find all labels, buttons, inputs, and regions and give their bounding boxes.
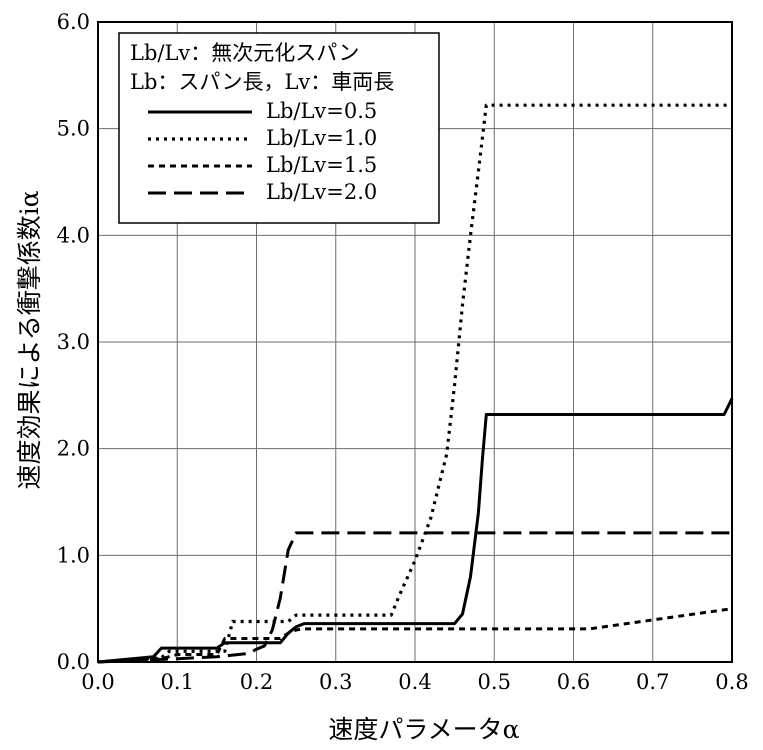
- y-tick-label: 1.0: [57, 543, 90, 567]
- legend-label-2: Lb/Lv=1.0: [266, 126, 377, 150]
- legend-items: Lb/Lv=0.5 Lb/Lv=1.0 Lb/Lv=1.5 Lb/Lv=2.0: [148, 99, 377, 204]
- legend-header-line-2: Lb：スパン長，Lv：車両長: [130, 70, 394, 94]
- legend-box: [118, 32, 440, 224]
- x-axis-title: 速度パラメータα: [328, 715, 519, 744]
- x-tick-label: 0.2: [240, 670, 273, 694]
- y-tick-label: 3.0: [57, 330, 90, 354]
- y-axis-title: 速度効果による衝撃係数iα: [15, 190, 44, 489]
- y-tick-label: 5.0: [57, 117, 90, 141]
- series-line-2: [97, 103, 732, 664]
- legend: Lb/Lv：無次元化スパン Lb：スパン長，Lv：車両長 Lb/Lv=0.5Lb…: [118, 32, 440, 224]
- series-line-4: [97, 531, 732, 664]
- x-tick-label: 0.7: [636, 670, 669, 694]
- x-tick-label: 0.5: [478, 670, 511, 694]
- plot-frame: [97, 21, 733, 663]
- y-tick-label: 6.0: [57, 10, 90, 34]
- x-tick-label: 0.4: [398, 670, 431, 694]
- y-tick-label: 0.0: [57, 650, 90, 674]
- x-tick-label: 0.0: [81, 670, 114, 694]
- y-tick-label: 4.0: [57, 223, 90, 247]
- legend-header-line-1: Lb/Lv：無次元化スパン: [130, 41, 359, 65]
- x-tick-label: 0.1: [161, 670, 194, 694]
- series-line-1: [97, 397, 734, 664]
- legend-label-1: Lb/Lv=0.5: [266, 99, 377, 123]
- series-layer: [97, 103, 734, 664]
- y-tick-label: 2.0: [57, 437, 90, 461]
- legend-label-4: Lb/Lv=2.0: [266, 180, 377, 204]
- x-tick-label: 0.8: [715, 670, 748, 694]
- x-tick-label: 0.6: [557, 670, 590, 694]
- x-tick-label: 0.3: [319, 670, 352, 694]
- x-tick-labels: 0.0 0.1 0.2 0.3 0.4 0.5 0.6 0.7 0.8: [81, 670, 748, 694]
- y-tick-labels: 0.0 1.0 2.0 3.0 4.0 5.0 6.0: [57, 10, 90, 674]
- legend-label-3: Lb/Lv=1.5: [266, 153, 377, 177]
- series-line-3: [97, 607, 733, 664]
